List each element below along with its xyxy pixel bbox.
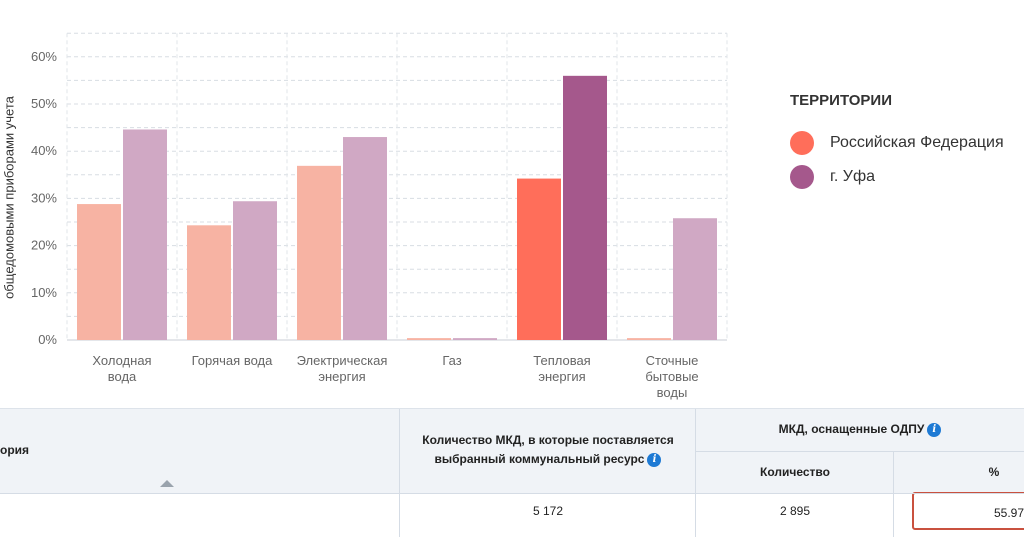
data-table: ория Количество МКД, в которые поставляе… bbox=[0, 408, 1024, 537]
cell-count: 2 895 bbox=[779, 504, 811, 518]
legend-swatch-rf bbox=[790, 131, 814, 155]
bar-ufa bbox=[233, 201, 277, 340]
y-tick-label: 0% bbox=[38, 332, 57, 347]
x-tick-label: вода bbox=[108, 369, 137, 384]
legend-item-ufa[interactable]: г. Уфа bbox=[790, 165, 1004, 189]
y-tick-label: 10% bbox=[31, 285, 57, 300]
x-tick-label: Электрическая bbox=[297, 353, 388, 368]
bar-rf bbox=[77, 204, 121, 340]
legend-label-ufa: г. Уфа bbox=[830, 168, 875, 185]
x-tick-label: энергия bbox=[318, 369, 365, 384]
group-header-odpu: МКД, оснащенные ОДПУ i bbox=[696, 422, 1024, 437]
legend-swatch-ufa bbox=[790, 165, 814, 189]
bar-rf bbox=[187, 225, 231, 340]
bar-ufa bbox=[123, 129, 167, 340]
legend: ТЕРРИТОРИИ Российская Федерация г. Уфа bbox=[790, 92, 1004, 199]
legend-item-rf[interactable]: Российская Федерация bbox=[790, 131, 1004, 155]
info-icon[interactable]: i bbox=[647, 452, 662, 467]
bar-rf bbox=[517, 178, 561, 340]
bar-ufa bbox=[563, 75, 607, 341]
info-icon[interactable]: i bbox=[927, 422, 942, 437]
sort-ascending-icon[interactable] bbox=[160, 480, 174, 487]
col-divider bbox=[893, 451, 894, 537]
col-divider bbox=[695, 409, 696, 537]
table-row: 5 172 2 895 55.97 bbox=[0, 492, 1024, 537]
x-tick-label: Горячая вода bbox=[192, 353, 273, 368]
legend-label-rf: Российская Федерация bbox=[830, 134, 1004, 151]
row-divider bbox=[696, 451, 1024, 452]
col-total-header-line1: Количество МКД, в которые поставляется bbox=[422, 433, 674, 447]
bar-ufa bbox=[343, 137, 387, 340]
bar-rf bbox=[627, 338, 671, 340]
y-tick-label: 60% bbox=[31, 49, 57, 64]
row-divider bbox=[0, 493, 1024, 494]
y-tick-label: 40% bbox=[31, 143, 57, 158]
bar-rf bbox=[407, 338, 451, 340]
x-tick-label: Холодная bbox=[92, 353, 151, 368]
bar-rf bbox=[297, 165, 341, 340]
y-tick-label: 30% bbox=[31, 190, 57, 205]
cell-pct-highlighted: 55.97 bbox=[912, 492, 1024, 530]
x-tick-label: Тепловая bbox=[533, 353, 590, 368]
y-tick-label: 50% bbox=[31, 96, 57, 111]
legend-title: ТЕРРИТОРИИ bbox=[790, 92, 892, 109]
cell-total: 5 172 bbox=[532, 504, 564, 518]
col-total-header-line2: выбранный коммунальный ресурс bbox=[434, 452, 645, 466]
col-divider bbox=[399, 409, 400, 537]
col-territory-header[interactable]: ория bbox=[0, 443, 30, 457]
col-pct-header: % bbox=[988, 465, 1000, 479]
x-tick-label: Газ bbox=[442, 353, 461, 368]
x-tick-label: воды bbox=[657, 385, 688, 400]
bar-ufa bbox=[673, 218, 717, 340]
group-header-label: МКД, оснащенные ОДПУ bbox=[778, 422, 925, 436]
y-tick-label: 20% bbox=[31, 238, 57, 253]
col-count-header: Количество bbox=[760, 465, 830, 479]
x-tick-label: Сточные bbox=[646, 353, 699, 368]
x-tick-label: энергия bbox=[538, 369, 585, 384]
bar-ufa bbox=[453, 338, 497, 340]
y-axis-title: общедомовыми приборами учета bbox=[1, 96, 17, 299]
x-tick-label: бытовые bbox=[645, 369, 698, 384]
col-total-header: Количество МКД, в которые поставляется в… bbox=[400, 431, 696, 469]
